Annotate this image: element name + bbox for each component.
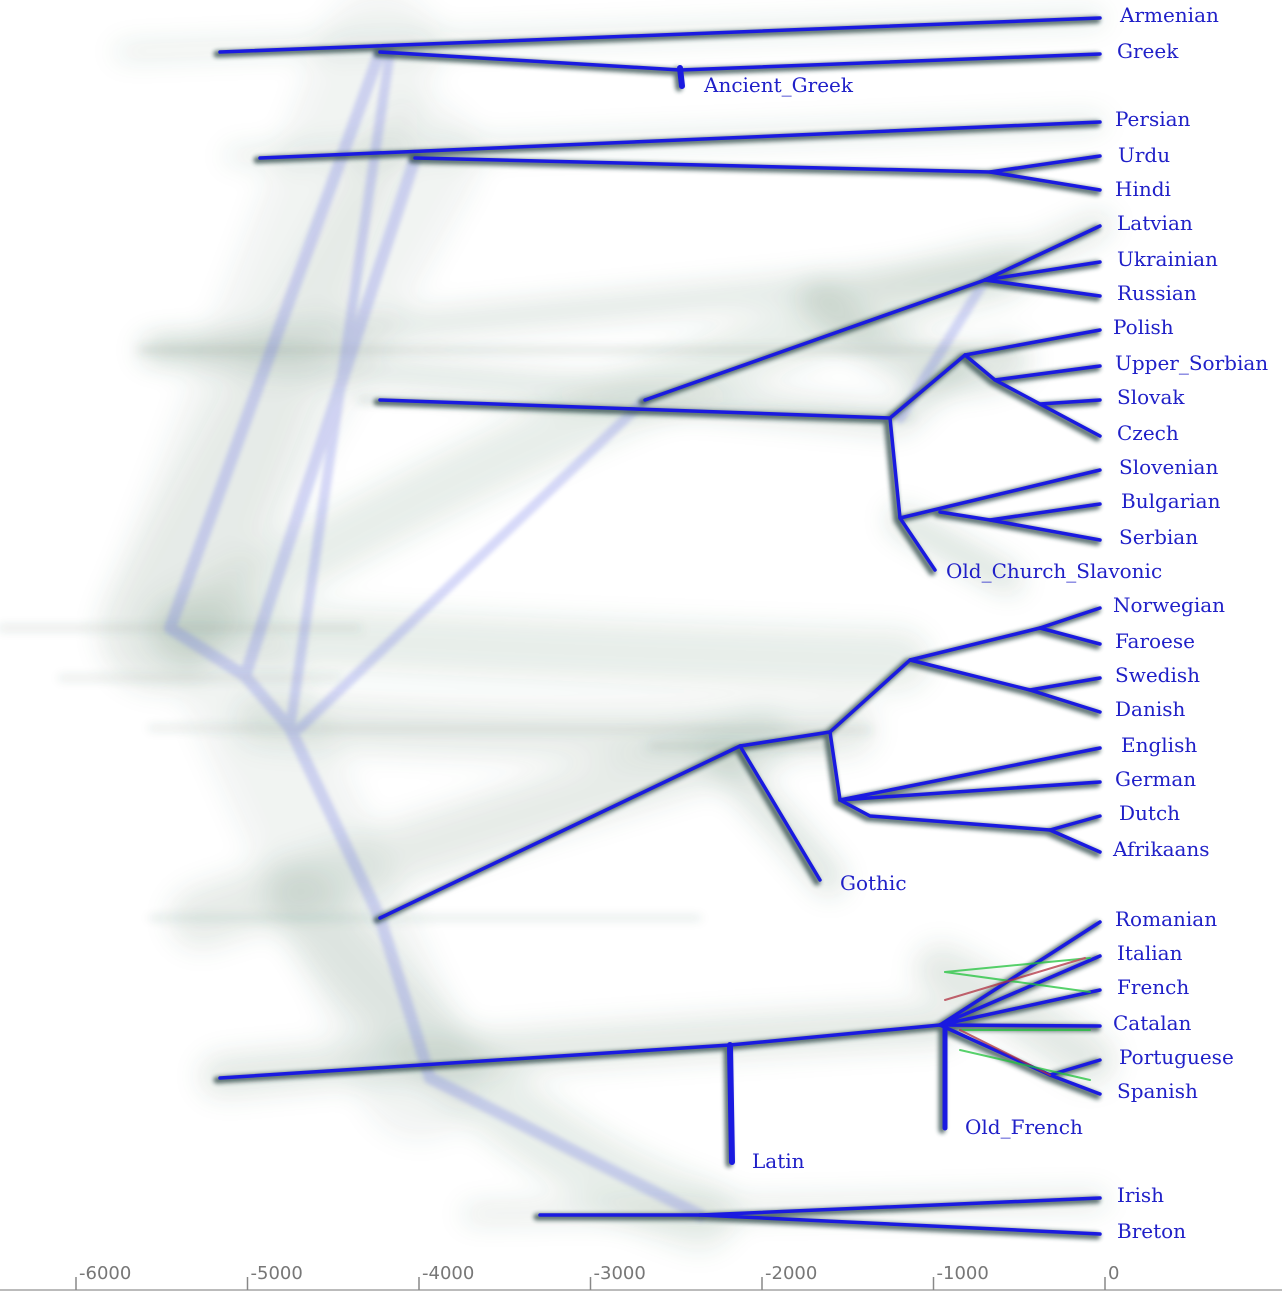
- leaf-label-afrikaans: Afrikaans: [1112, 837, 1210, 861]
- leaf-label-english: English: [1121, 733, 1197, 757]
- leaf-label-czech: Czech: [1117, 421, 1179, 445]
- leaf-label-gothic: Gothic: [840, 871, 907, 895]
- ancestral-lineages: [164, 46, 990, 1221]
- axis-tick-label: -2000: [765, 1263, 817, 1284]
- leaf-label-spanish: Spanish: [1117, 1079, 1198, 1103]
- time-axis: -6000 -5000 -4000 -3000 -2000 -1000 0: [0, 1263, 1282, 1291]
- leaf-label-slovenian: Slovenian: [1119, 455, 1218, 479]
- leaf-label-norwegian: Norwegian: [1113, 593, 1225, 617]
- leaf-label-italian: Italian: [1117, 941, 1183, 965]
- axis-tick-label: -3000: [594, 1263, 646, 1284]
- leaf-label-ukrainian: Ukrainian: [1117, 247, 1218, 271]
- leaf-label-latvian: Latvian: [1117, 211, 1193, 235]
- axis-tick-label: -1000: [937, 1263, 989, 1284]
- axis-tick-label: -4000: [422, 1263, 474, 1284]
- axis-tick-label: -5000: [251, 1263, 303, 1284]
- leaf-label-portuguese: Portuguese: [1119, 1045, 1234, 1069]
- leaf-label-greek: Greek: [1117, 39, 1179, 63]
- leaf-label-latin: Latin: [752, 1149, 805, 1173]
- leaf-label-russian: Russian: [1117, 281, 1197, 305]
- leaf-label-old-church-slavonic: Old_Church_Slavonic: [946, 559, 1162, 583]
- leaf-label-serbian: Serbian: [1119, 525, 1198, 549]
- leaf-label-upper-sorbian: Upper_Sorbian: [1115, 351, 1268, 375]
- leaf-label-catalan: Catalan: [1113, 1011, 1192, 1035]
- axis-tick-label: -6000: [79, 1263, 131, 1284]
- leaf-label-polish: Polish: [1113, 315, 1174, 339]
- leaf-label-ancient-greek: Ancient_Greek: [703, 73, 854, 97]
- leaf-label-german: German: [1115, 767, 1196, 791]
- leaf-label-slovak: Slovak: [1117, 385, 1185, 409]
- leaf-label-faroese: Faroese: [1115, 629, 1195, 653]
- leaf-label-irish: Irish: [1117, 1183, 1164, 1207]
- leaf-labels: Armenian Greek Ancient_Greek Persian Urdu Hin…: [703, 3, 1268, 1243]
- uncertainty-cloud: [0, 0, 1115, 1250]
- leaf-label-urdu: Urdu: [1118, 143, 1170, 167]
- leaf-label-romanian: Romanian: [1115, 907, 1217, 931]
- leaf-label-dutch: Dutch: [1119, 801, 1180, 825]
- leaf-label-bulgarian: Bulgarian: [1121, 489, 1221, 513]
- leaf-label-hindi: Hindi: [1115, 177, 1171, 201]
- leaf-label-danish: Danish: [1115, 697, 1186, 721]
- axis-tick-label: 0: [1108, 1263, 1119, 1284]
- consensus-branches: [213, 16, 1102, 1240]
- leaf-label-french: French: [1117, 975, 1189, 999]
- leaf-label-armenian: Armenian: [1119, 3, 1219, 27]
- leaf-label-swedish: Swedish: [1115, 663, 1200, 687]
- leaf-label-old-french: Old_French: [965, 1115, 1083, 1139]
- leaf-label-breton: Breton: [1117, 1219, 1186, 1243]
- leaf-label-persian: Persian: [1115, 107, 1191, 131]
